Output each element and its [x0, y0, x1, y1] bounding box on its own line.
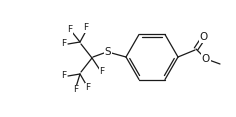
Text: F: F: [99, 68, 105, 77]
Text: F: F: [61, 40, 67, 49]
Text: O: O: [200, 32, 208, 42]
Text: F: F: [61, 71, 67, 80]
Text: F: F: [85, 84, 91, 93]
Text: F: F: [67, 26, 72, 35]
Text: S: S: [105, 47, 111, 57]
Text: F: F: [84, 24, 88, 33]
Text: F: F: [73, 86, 79, 95]
Text: O: O: [202, 54, 210, 64]
